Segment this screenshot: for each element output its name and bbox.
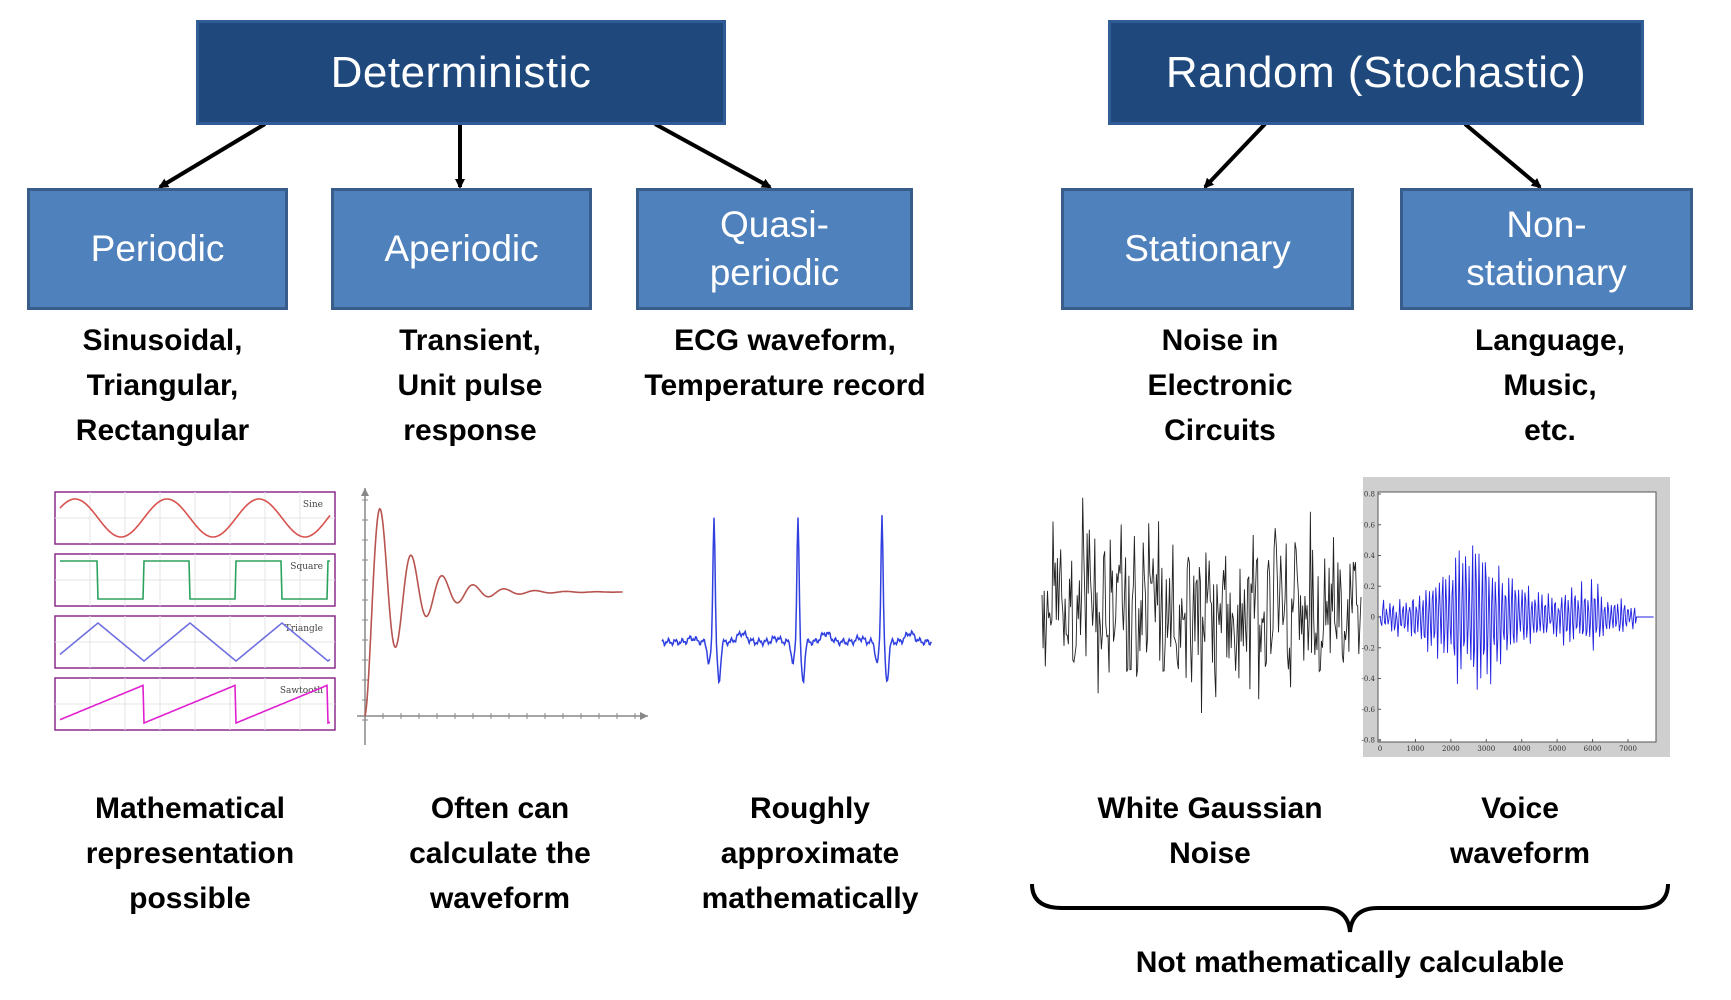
- periodic-examples: Sinusoidal, Triangular, Rectangular: [75, 324, 250, 447]
- ecg-wave: [661, 515, 932, 685]
- random-box: Random (Stochastic): [1108, 20, 1644, 125]
- noise-signal: [1041, 497, 1362, 714]
- curly-brace: [1030, 883, 1670, 933]
- y-axis-arrow: [361, 488, 369, 496]
- stationary-label: Stationary: [1124, 227, 1291, 269]
- voice-x-tick-label: 6000: [1584, 745, 1602, 753]
- white-noise-plot: [1041, 497, 1362, 714]
- quasiperiodic-box: Quasi- periodic: [636, 188, 913, 310]
- quasiperiodic-label: Quasi- periodic: [709, 203, 840, 293]
- nonstationary-label: Non- stationary: [1466, 203, 1627, 293]
- square-wave: [60, 560, 330, 600]
- arrow-to-periodic: [158, 122, 267, 189]
- stationary-box: Stationary: [1061, 188, 1354, 310]
- voice-y-tick-label: -0.8: [1362, 737, 1376, 745]
- ecg-waveform-plot: [661, 515, 932, 685]
- panel-label-sine: Sine: [303, 500, 323, 510]
- panel-label-square: Square: [290, 562, 323, 572]
- periodic-label: Periodic: [90, 227, 225, 269]
- aperiodic-examples: Transient, Unit pulse response: [397, 324, 543, 447]
- aperiodic-note: Often can calculate the waveform: [409, 792, 591, 915]
- voice-y-tick-label: -0.4: [1362, 675, 1376, 683]
- aperiodic-label: Aperiodic: [384, 227, 539, 269]
- panel-label-sawtooth: Sawtooth: [280, 686, 323, 696]
- voice-waveform-plot: 0.80.60.40.20-0.2-0.4-0.6-0.80 1000 2000 30…: [1362, 477, 1670, 757]
- quasiperiodic-note: Roughly approximate mathematically: [701, 792, 919, 915]
- voice-y-tick-label: 0.4: [1364, 552, 1376, 560]
- plot-area: [1377, 491, 1657, 743]
- triangle-wave: [59, 621, 331, 663]
- voice-x-tick-label: 3000: [1477, 745, 1495, 753]
- aperiodic-box: Aperiodic: [331, 188, 592, 310]
- voice-y-tick-label: 0.2: [1364, 583, 1375, 591]
- nonstationary-note: Voice waveform: [1449, 792, 1591, 870]
- stationary-examples: Noise in Electronic Circuits: [1147, 324, 1293, 447]
- arrow-to-quasiperiodic: [654, 122, 772, 189]
- voice-x-tick-label: 5000: [1548, 745, 1566, 753]
- damped-oscillation-plot: [357, 488, 648, 745]
- voice-signal: [1379, 545, 1654, 690]
- voice-x-tick-label: 0: [1378, 745, 1382, 753]
- damped-wave: [364, 507, 623, 717]
- periodic-note: Mathematical representation possible: [85, 792, 295, 915]
- voice-x-tick-label: 7000: [1619, 745, 1637, 753]
- sawtooth-wave: [59, 684, 331, 725]
- random-title: Random (Stochastic): [1165, 47, 1587, 97]
- voice-x-tick-label: 4000: [1513, 745, 1531, 753]
- quasiperiodic-examples: ECG waveform, Temperature record: [644, 324, 926, 402]
- voice-y-tick-label: 0.6: [1364, 521, 1376, 529]
- arrow-to-nonstationary: [1463, 122, 1542, 189]
- periodic-waveform-panels: Sine Square Triangle Sawtooth: [54, 491, 336, 731]
- voice-x-tick-label: 2000: [1442, 745, 1460, 753]
- deterministic-box: Deterministic: [196, 20, 726, 125]
- x-axis-arrow: [640, 712, 648, 720]
- arrow-to-stationary: [1203, 122, 1267, 189]
- nonstationary-examples: Language, Music, etc.: [1474, 324, 1625, 447]
- panel-label-triangle: Triangle: [285, 624, 323, 634]
- random-footer: Not mathematically calculable: [1135, 946, 1565, 979]
- sine-wave: [59, 498, 331, 538]
- periodic-box: Periodic: [27, 188, 288, 310]
- voice-y-tick-label: -0.6: [1362, 706, 1376, 714]
- voice-y-tick-label: -0.2: [1362, 644, 1376, 652]
- deterministic-title: Deterministic: [330, 47, 592, 97]
- voice-y-tick-label: 0: [1371, 614, 1375, 622]
- voice-y-tick-label: 0.8: [1364, 491, 1375, 499]
- nonstationary-box: Non- stationary: [1400, 188, 1693, 310]
- stationary-note: White Gaussian Noise: [1097, 792, 1323, 870]
- voice-x-tick-label: 1000: [1407, 745, 1425, 753]
